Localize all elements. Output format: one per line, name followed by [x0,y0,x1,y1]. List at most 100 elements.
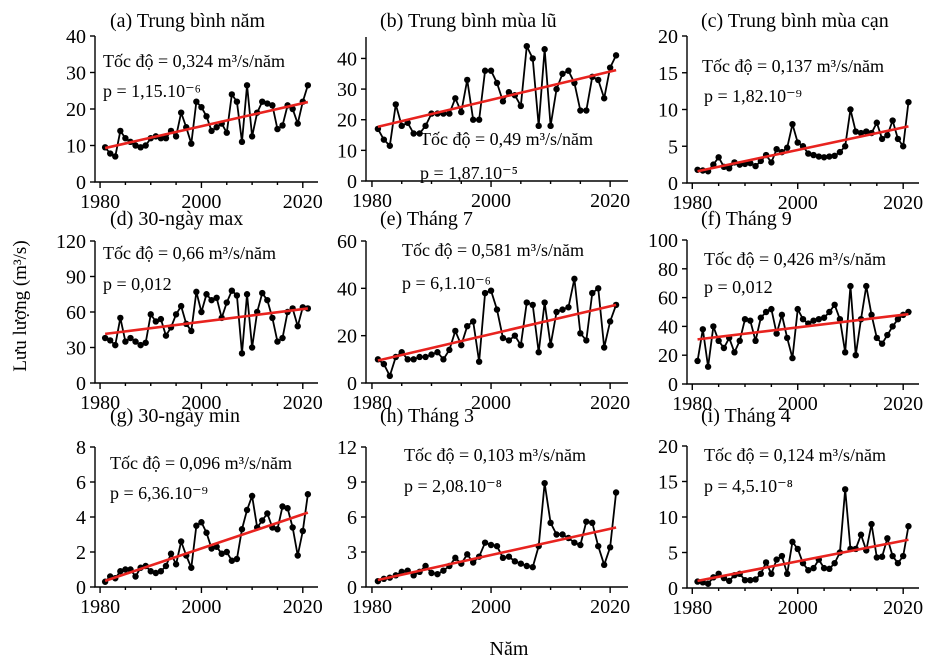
y-tick-label: 20 [658,26,678,48]
panel-4: 0 20 40 60 1980 2000 2020 (e) Tháng 7 Tốc độ = 0… [337,208,630,414]
data-point [783,570,791,577]
data-point [294,552,301,559]
data-point [434,570,441,578]
y-tick-label: 0 [76,172,86,194]
data-point [826,565,833,573]
data-point [259,289,266,297]
data-point [741,316,749,323]
x-tick-label: 1980 [672,393,712,415]
rate-label: Tốc độ = 0,324 m³/s/năm [103,51,285,71]
data-point [233,98,241,105]
data-point [553,85,560,93]
data-point [238,526,246,533]
data-point [884,535,891,542]
data-point [481,67,489,74]
data-point [434,349,441,356]
data-point [198,308,205,316]
data-point [794,305,801,313]
data-point [899,143,907,150]
data-point [547,341,554,349]
data-point [831,301,838,308]
axis-frame [365,447,628,588]
data-point [699,326,707,333]
data-point [380,360,388,368]
data-point [440,356,447,363]
x-tick-label: 2000 [778,192,818,214]
data-point [878,553,886,560]
y-tick-label: 10 [66,136,86,158]
panel-3: 0 30 60 90 120 1980 2000 2020 (d) 30-ngày max Tốc… [56,208,323,414]
data-point [831,559,838,567]
data-point [704,580,712,587]
data-point [142,142,149,149]
data-point [294,323,301,330]
trend-line [697,312,909,341]
data-point [547,122,554,130]
data-point [122,135,129,142]
y-tick-label: 60 [658,288,678,310]
data-point [612,52,620,59]
panel-6: 0 2 4 6 8 1980 2000 2020 (g) 30-ngày min Tốc độ =… [76,405,323,618]
data-point [725,165,733,172]
data-point [583,518,590,525]
y-tick-label: 20 [337,110,357,132]
data-point [505,337,513,344]
data-point [517,560,525,567]
data-point [228,557,236,564]
panel-title: (c) Trung bình mùa cạn [701,10,889,32]
data-point [583,107,590,114]
trend-line [377,526,617,582]
y-tick-label: 0 [668,173,678,195]
y-tick-label: 2 [76,542,86,564]
y-tick-label: 0 [347,373,357,395]
data-point [243,506,251,514]
data-point [778,311,786,319]
data-point [889,552,896,560]
data-point [529,55,536,62]
data-point [117,568,124,575]
y-tick-label: 8 [76,437,86,459]
panel-title: (e) Tháng 7 [380,208,473,230]
y-tick-label: 10 [658,100,678,122]
data-point [223,129,230,136]
rate-label: Tốc độ = 0,103 m³/s/năm [404,445,586,465]
x-tick-label: 2020 [883,597,923,619]
data-point [101,334,109,342]
data-point [299,527,306,535]
data-point [475,358,483,365]
data-point [815,316,823,323]
data-point [223,548,230,556]
data-point [452,95,459,102]
data-point [752,337,759,344]
data-point [577,541,584,549]
data-point [565,304,572,311]
x-tick-label: 2020 [590,596,630,618]
data-point [899,552,907,560]
data-point [203,529,210,536]
data-point [386,142,394,149]
p-value-label: p = 2,08.10⁻⁸ [404,476,502,496]
data-point [571,275,578,283]
data-point [499,554,507,562]
x-tick-label: 2020 [590,392,630,414]
data-point [789,121,796,128]
data-point [841,486,849,493]
data-point [274,125,281,133]
data-point [523,42,530,50]
data-point [493,79,501,87]
data-point [404,356,411,363]
data-point [600,561,608,569]
data-point [868,520,875,528]
data-point [857,129,865,137]
data-point [157,315,165,323]
x-tick-label: 2000 [181,596,221,618]
data-point [794,545,801,553]
p-value-label: p = 0,012 [103,274,172,294]
data-point [122,338,129,345]
data-point [720,344,728,352]
data-point [132,338,139,345]
data-point [873,334,881,342]
data-point [762,308,770,316]
data-point [852,352,859,359]
data-point [259,98,266,105]
